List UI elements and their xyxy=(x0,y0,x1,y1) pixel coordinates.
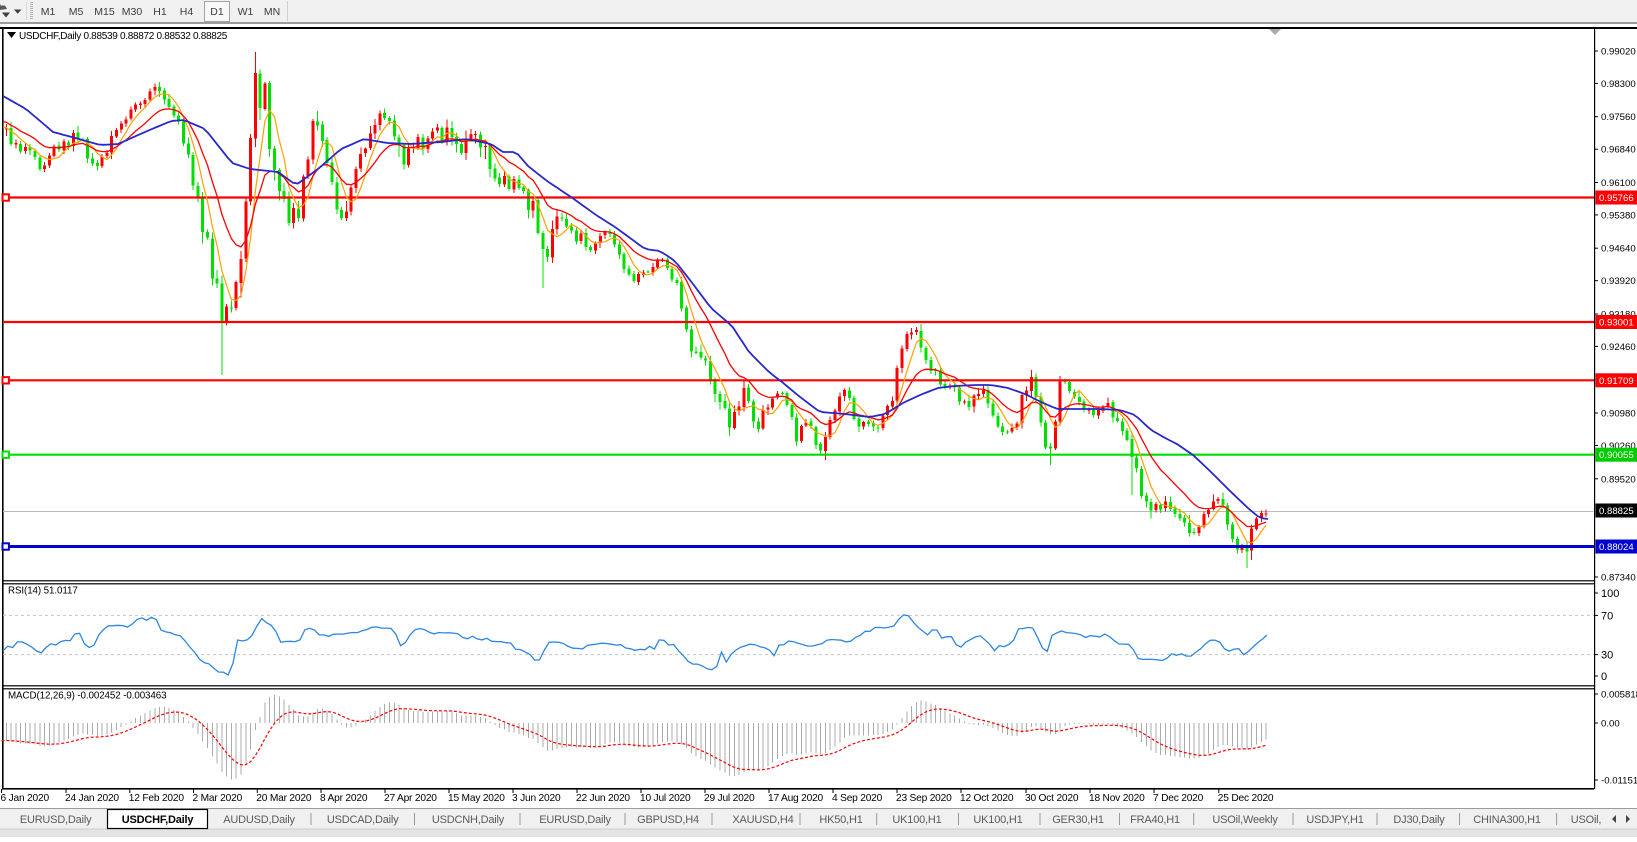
svg-text:3 Jun 2020: 3 Jun 2020 xyxy=(512,793,561,804)
svg-text:0.89520: 0.89520 xyxy=(1601,474,1636,485)
svg-text:0.93920: 0.93920 xyxy=(1601,276,1636,287)
svg-text:M1: M1 xyxy=(41,6,56,18)
svg-text:USOil,Weekly: USOil,Weekly xyxy=(1212,814,1278,826)
svg-text:AUDUSD,Daily: AUDUSD,Daily xyxy=(223,814,295,826)
svg-text:0.005818: 0.005818 xyxy=(1601,690,1637,701)
svg-text:0.94640: 0.94640 xyxy=(1601,244,1636,255)
svg-text:0.90980: 0.90980 xyxy=(1601,409,1636,420)
svg-text:MN: MN xyxy=(264,6,280,18)
svg-text:12 Oct 2020: 12 Oct 2020 xyxy=(960,793,1014,804)
svg-text:10 Jul 2020: 10 Jul 2020 xyxy=(640,793,691,804)
svg-text:M5: M5 xyxy=(69,6,84,18)
svg-text:30: 30 xyxy=(1601,650,1613,662)
svg-text:0.95380: 0.95380 xyxy=(1601,210,1636,221)
svg-text:23 Sep 2020: 23 Sep 2020 xyxy=(896,793,952,804)
svg-text:UK100,H1: UK100,H1 xyxy=(892,814,941,826)
svg-text:30 Oct 2020: 30 Oct 2020 xyxy=(1025,793,1079,804)
svg-text:70: 70 xyxy=(1601,610,1613,622)
svg-text:7 Dec 2020: 7 Dec 2020 xyxy=(1153,793,1204,804)
svg-text:HK50,H1: HK50,H1 xyxy=(819,814,862,826)
svg-text:D1: D1 xyxy=(210,6,224,18)
svg-text:29 Jul 2020: 29 Jul 2020 xyxy=(704,793,755,804)
svg-text:FRA40,H1: FRA40,H1 xyxy=(1130,814,1180,826)
svg-text:EURUSD,Daily: EURUSD,Daily xyxy=(20,814,92,826)
svg-text:0.93001: 0.93001 xyxy=(1599,318,1634,329)
svg-text:18 Nov 2020: 18 Nov 2020 xyxy=(1089,793,1145,804)
svg-text:12 Feb 2020: 12 Feb 2020 xyxy=(129,793,185,804)
svg-text:H4: H4 xyxy=(180,6,194,18)
svg-text:USDCNH,Daily: USDCNH,Daily xyxy=(432,814,505,826)
svg-text:0.88024: 0.88024 xyxy=(1599,542,1634,553)
svg-text:-0.011514: -0.011514 xyxy=(1601,776,1637,787)
svg-text:4 Sep 2020: 4 Sep 2020 xyxy=(832,793,883,804)
svg-text:0.91709: 0.91709 xyxy=(1599,376,1634,387)
svg-text:W1: W1 xyxy=(238,6,254,18)
svg-text:0.95766: 0.95766 xyxy=(1599,193,1634,204)
svg-text:GBPUSD,H4: GBPUSD,H4 xyxy=(637,814,699,826)
svg-text:0.88825: 0.88825 xyxy=(1599,506,1634,517)
svg-text:MACD(12,26,9) -0.002452 -0.003: MACD(12,26,9) -0.002452 -0.003463 xyxy=(8,691,167,702)
svg-text:DJ30,Daily: DJ30,Daily xyxy=(1393,814,1445,826)
svg-text:0.92460: 0.92460 xyxy=(1601,342,1636,353)
svg-text:USDCAD,Daily: USDCAD,Daily xyxy=(327,814,399,826)
svg-text:25 Dec 2020: 25 Dec 2020 xyxy=(1218,793,1274,804)
svg-text:GER30,H1: GER30,H1 xyxy=(1052,814,1104,826)
svg-text:USDCHF,Daily: USDCHF,Daily xyxy=(122,814,195,826)
svg-text:RSI(14) 51.0117: RSI(14) 51.0117 xyxy=(8,586,78,597)
svg-text:100: 100 xyxy=(1601,588,1619,600)
svg-text:0.00: 0.00 xyxy=(1601,719,1620,730)
svg-text:H1: H1 xyxy=(153,6,167,18)
svg-text:M30: M30 xyxy=(122,6,143,18)
svg-text:USOil,: USOil, xyxy=(1571,814,1602,826)
svg-text:0.98300: 0.98300 xyxy=(1601,79,1636,90)
svg-text:EURUSD,Daily: EURUSD,Daily xyxy=(539,814,611,826)
svg-text:27 Apr 2020: 27 Apr 2020 xyxy=(384,793,437,804)
svg-text:0.99020: 0.99020 xyxy=(1601,47,1636,58)
svg-text:2 Mar 2020: 2 Mar 2020 xyxy=(193,793,243,804)
svg-text:0.97560: 0.97560 xyxy=(1601,112,1636,123)
svg-text:0.87340: 0.87340 xyxy=(1601,573,1636,584)
svg-text:0.96100: 0.96100 xyxy=(1601,178,1636,189)
svg-text:XAUUSD,H4: XAUUSD,H4 xyxy=(732,814,793,826)
svg-text:USDJPY,H1: USDJPY,H1 xyxy=(1306,814,1363,826)
svg-text:0: 0 xyxy=(1601,671,1607,683)
svg-text:M15: M15 xyxy=(94,6,115,18)
svg-text:24 Jan 2020: 24 Jan 2020 xyxy=(65,793,119,804)
svg-text:22 Jun 2020: 22 Jun 2020 xyxy=(576,793,630,804)
svg-text:0.96840: 0.96840 xyxy=(1601,145,1636,156)
svg-text:8 Apr 2020: 8 Apr 2020 xyxy=(320,793,368,804)
svg-text:20 Mar 2020: 20 Mar 2020 xyxy=(256,793,312,804)
svg-text:UK100,H1: UK100,H1 xyxy=(973,814,1022,826)
svg-text:CHINA300,H1: CHINA300,H1 xyxy=(1473,814,1541,826)
svg-text:15 May 2020: 15 May 2020 xyxy=(448,793,505,804)
svg-text:17 Aug 2020: 17 Aug 2020 xyxy=(768,793,824,804)
svg-text:0.90055: 0.90055 xyxy=(1599,450,1634,461)
svg-text:USDCHF,Daily 0.88539 0.88872: USDCHF,Daily 0.88539 0.88872 0.88532 0.8… xyxy=(19,31,228,42)
svg-text:6 Jan 2020: 6 Jan 2020 xyxy=(1,793,50,804)
